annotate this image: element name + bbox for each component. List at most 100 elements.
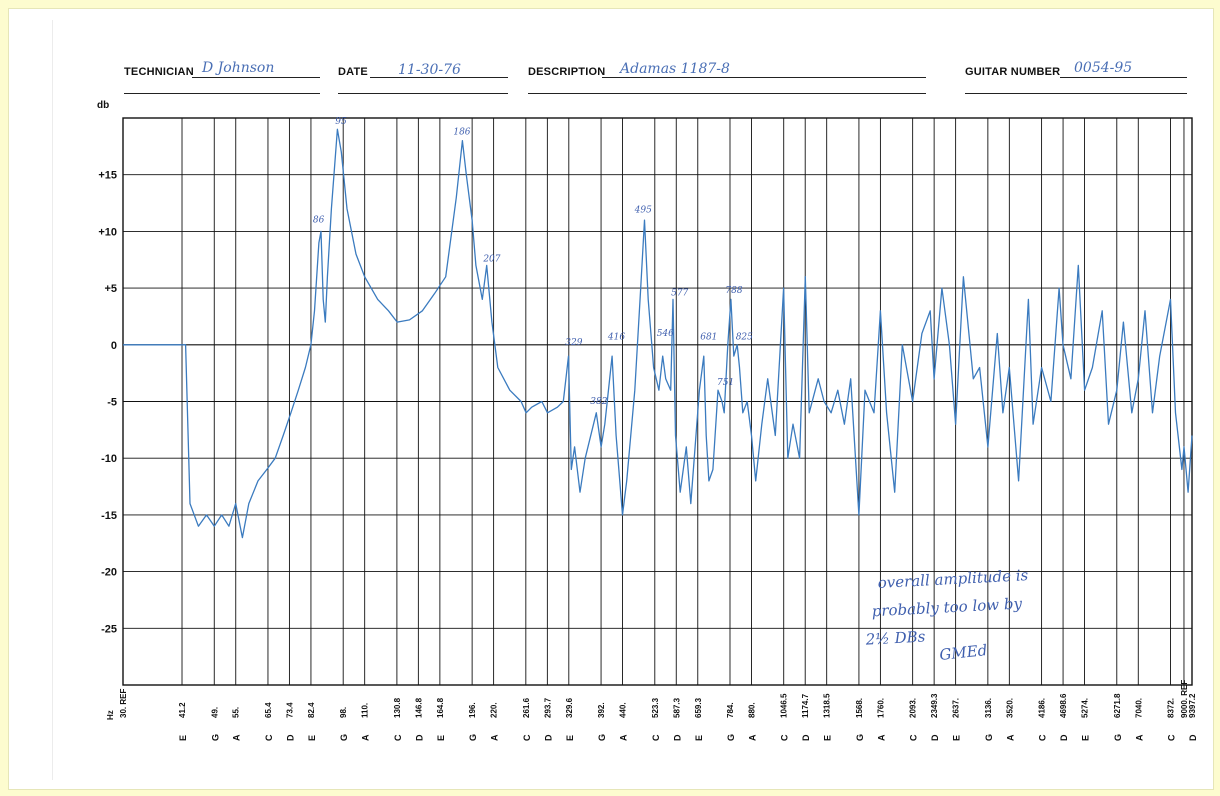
- x-tick-freq: 587.3: [672, 697, 681, 718]
- guitar-number-rule: [965, 93, 1187, 94]
- x-tick-freq: 49.: [210, 707, 219, 718]
- x-tick-freq: 110.: [361, 703, 370, 718]
- x-tick-freq: 55.: [232, 707, 241, 718]
- x-tick-note: A: [876, 734, 886, 741]
- x-tick-note: E: [178, 735, 188, 741]
- peak-label: 86: [313, 216, 325, 226]
- x-tick-note: D: [672, 734, 682, 741]
- x-tick-freq: 1046.5: [780, 693, 789, 718]
- peak-label: 751: [717, 378, 734, 388]
- x-tick-note: A: [619, 734, 629, 741]
- peak-label: 416: [607, 333, 625, 343]
- x-tick-freq: 261.6: [522, 697, 531, 718]
- x-tick-note: G: [1113, 734, 1123, 741]
- y-tick-label: +5: [104, 283, 117, 295]
- y-tick-label: -25: [101, 623, 117, 635]
- x-tick-note: A: [232, 734, 242, 741]
- peak-label: 577: [671, 288, 688, 298]
- x-tick-freq: 146.8: [414, 697, 423, 718]
- x-tick-note: A: [1134, 734, 1144, 741]
- x-tick-freq: 1760.: [876, 698, 885, 718]
- y-tick-label: -20: [101, 567, 117, 579]
- technician-label: TECHNICIAN: [124, 66, 194, 78]
- x-tick-freq: 659.3: [694, 697, 703, 718]
- x-tick-freq: 4698.6: [1059, 693, 1068, 718]
- x-tick-note: G: [855, 734, 865, 741]
- x-tick-freq: 9397.2: [1188, 693, 1197, 718]
- y-tick-label: +10: [98, 226, 117, 238]
- x-tick-note: G: [210, 734, 220, 741]
- x-tick-freq: 196.: [468, 702, 477, 718]
- x-tick-note: C: [1167, 734, 1177, 741]
- peak-annotations: 86 95 186 207 495 329 382 416 546 577 681 751 788 825: [313, 117, 753, 407]
- description-label: DESCRIPTION: [528, 66, 606, 78]
- x-tick-note: E: [694, 735, 704, 741]
- x-tick-note: G: [339, 734, 349, 741]
- guitar-number-value: 0054-95: [1074, 60, 1133, 76]
- y-tick-label: -10: [101, 453, 117, 465]
- guitar-number-underline: [1060, 77, 1187, 78]
- plot-frame: [122, 117, 1193, 686]
- x-tick-note: A: [1005, 734, 1015, 741]
- x-tick-note: D: [414, 734, 424, 741]
- x-tick-freq: 4186.: [1038, 698, 1047, 718]
- date-rule: [338, 93, 508, 94]
- peak-label: 495: [634, 206, 652, 216]
- technician-rule: [124, 93, 320, 94]
- x-tick-note: E: [952, 735, 962, 741]
- y-axis-ticks: +15 +10 +5 0 -5 -10 -15 -20 -25: [98, 170, 117, 636]
- note-line: probably too low by: [871, 594, 1023, 620]
- x-tick-note: D: [543, 734, 553, 741]
- x-tick-freq: 1318.5: [823, 693, 832, 718]
- technician-underline: [192, 77, 320, 78]
- technician-value: D Johnson: [202, 60, 275, 76]
- x-tick-note: D: [930, 734, 940, 741]
- x-tick-freq: 5274.: [1081, 698, 1090, 718]
- x-tick-note: C: [1038, 734, 1048, 741]
- description-underline: [602, 77, 926, 78]
- x-tick-freq: 164.8: [436, 697, 445, 718]
- x-tick-freq: 41.2: [178, 702, 187, 718]
- date-label: DATE: [338, 66, 368, 78]
- peak-label: 329: [565, 338, 582, 348]
- x-tick-note: C: [909, 734, 919, 741]
- x-tick-freq: 73.4: [285, 702, 294, 718]
- x-tick-freq: 440.: [619, 702, 628, 718]
- x-tick-note: E: [823, 735, 833, 741]
- description-value: Adamas 1187-8: [620, 61, 730, 77]
- x-tick-freq: 3520.: [1005, 698, 1014, 718]
- x-tick-note: A: [490, 734, 500, 741]
- series-line: [123, 128, 1193, 539]
- response-curve: [123, 128, 1193, 539]
- x-tick-note: C: [264, 734, 274, 741]
- x-tick-note: E: [307, 735, 317, 741]
- peak-label: 681: [700, 333, 717, 343]
- note-line: overall amplitude is: [877, 566, 1029, 592]
- peak-label: 825: [736, 333, 753, 343]
- x-axis-ticks: 30. REF 41.2 E 49. G 55. A 65.4 C 73.4 D 82.4 E 98. G 1…: [119, 680, 1198, 741]
- x-tick-freq: 220.: [490, 702, 499, 718]
- x-tick-freq: 9000. REF: [1180, 680, 1189, 718]
- note-initials: GMEd: [939, 641, 989, 664]
- x-tick-note: E: [436, 735, 446, 741]
- x-tick-note: C: [780, 734, 790, 741]
- x-tick-freq: 98.: [339, 707, 348, 718]
- x-tick-freq: 82.4: [307, 702, 316, 718]
- x-tick-note: G: [984, 734, 994, 741]
- y-tick-label: -15: [101, 510, 117, 522]
- x-tick-freq: 8372.: [1167, 698, 1176, 718]
- x-tick-freq: 30. REF: [119, 689, 128, 718]
- peak-label: 788: [725, 286, 742, 296]
- x-axis-label: Hz: [106, 710, 115, 720]
- description-rule: [528, 93, 926, 94]
- x-tick-freq: 3136.: [984, 698, 993, 718]
- peak-label: 95: [335, 117, 347, 127]
- x-tick-freq: 293.7: [543, 697, 552, 718]
- peak-label: 186: [453, 127, 470, 137]
- x-tick-freq: 2093.: [909, 698, 918, 718]
- x-tick-freq: 329.6: [565, 697, 574, 718]
- x-tick-freq: 7040.: [1134, 698, 1143, 718]
- x-tick-note: A: [747, 734, 757, 741]
- x-tick-freq: 784.: [726, 702, 735, 718]
